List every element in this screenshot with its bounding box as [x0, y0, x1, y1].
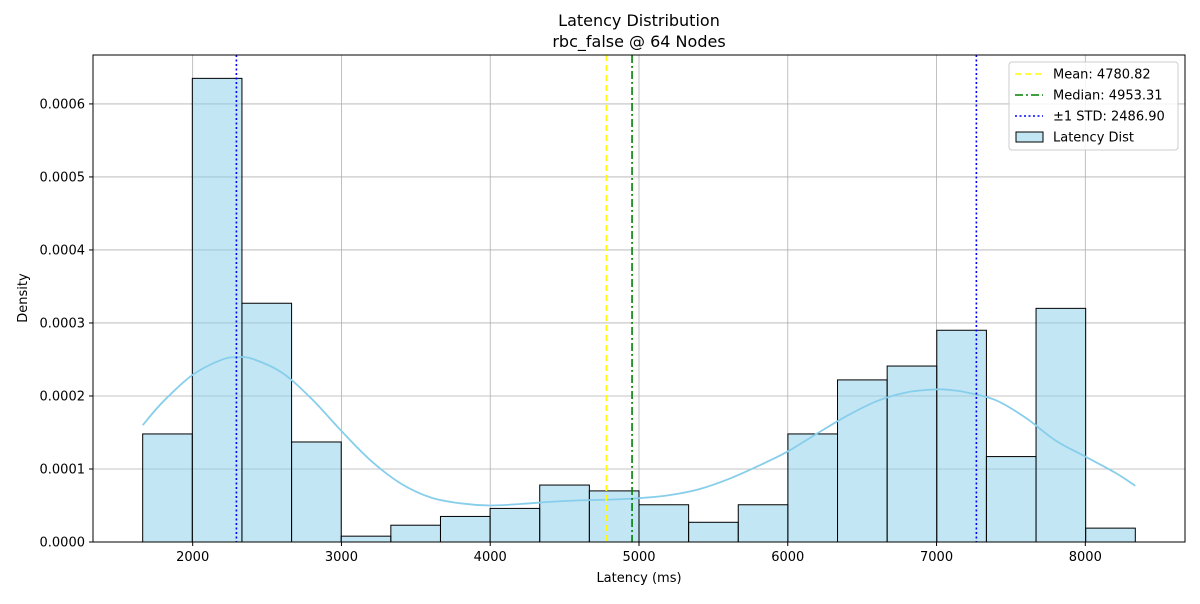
- histogram-bar: [1085, 527, 1136, 543]
- y-axis-label: Density: [16, 273, 31, 323]
- histogram-bar: [340, 535, 392, 543]
- x-tick-label: 7000: [920, 550, 953, 565]
- histogram-bar: [142, 433, 193, 543]
- y-tick-label: 0.0001: [40, 462, 86, 477]
- stat-lines: [235, 55, 978, 542]
- histogram-bar: [638, 504, 690, 543]
- legend-label: ±1 STD: 2486.90: [1053, 110, 1165, 125]
- histogram-bar: [688, 521, 739, 543]
- kde-line: [142, 356, 1136, 507]
- y-tick-label: 0.0003: [40, 316, 86, 331]
- legend-label: Mean: 4780.82: [1053, 68, 1151, 83]
- histogram-bar: [886, 365, 938, 543]
- histogram-bar: [539, 484, 590, 543]
- legend-label: Latency Dist: [1053, 131, 1134, 146]
- x-tick-label: 5000: [622, 550, 655, 565]
- histogram-bar: [390, 524, 441, 543]
- legend-label: Median: 4953.31: [1053, 89, 1163, 104]
- ticks: 2000 3000 4000 5000 6000 7000 8000 0.0000 0.0001…: [40, 97, 1102, 565]
- x-tick-label: 3000: [325, 550, 358, 565]
- chart-subtitle: rbc_false @ 64 Nodes: [552, 32, 725, 52]
- histogram-bar: [439, 515, 491, 543]
- x-tick-label: 2000: [176, 550, 209, 565]
- x-axis-label: Latency (ms): [596, 571, 681, 586]
- x-tick-label: 4000: [474, 550, 507, 565]
- histogram-bar: [985, 456, 1037, 543]
- histogram-bar: [1035, 307, 1087, 543]
- histogram-bars: [142, 77, 1136, 543]
- histogram-bar: [241, 302, 293, 543]
- histogram-bar: [737, 504, 789, 543]
- y-tick-label: 0.0004: [40, 243, 86, 258]
- histogram-bar: [936, 329, 987, 543]
- histogram-bar: [291, 441, 342, 543]
- x-tick-label: 8000: [1069, 550, 1102, 565]
- legend-swatch: [1015, 131, 1044, 143]
- x-tick-label: 6000: [771, 550, 804, 565]
- kde-curve: [142, 356, 1136, 507]
- y-tick-label: 0.0006: [40, 97, 86, 112]
- histogram-bar: [787, 433, 839, 543]
- histogram-bar: [489, 507, 541, 543]
- y-tick-label: 0.0000: [40, 536, 86, 551]
- y-tick-label: 0.0005: [40, 170, 86, 185]
- histogram-bar: [191, 77, 243, 543]
- chart-title: Latency Distribution: [558, 11, 720, 30]
- histogram-bar: [837, 379, 888, 543]
- y-tick-label: 0.0002: [40, 389, 86, 404]
- legend-box: [1008, 61, 1179, 151]
- legend: Mean: 4780.82 Median: 4953.31 ±1 STD: 2486…: [1008, 61, 1179, 151]
